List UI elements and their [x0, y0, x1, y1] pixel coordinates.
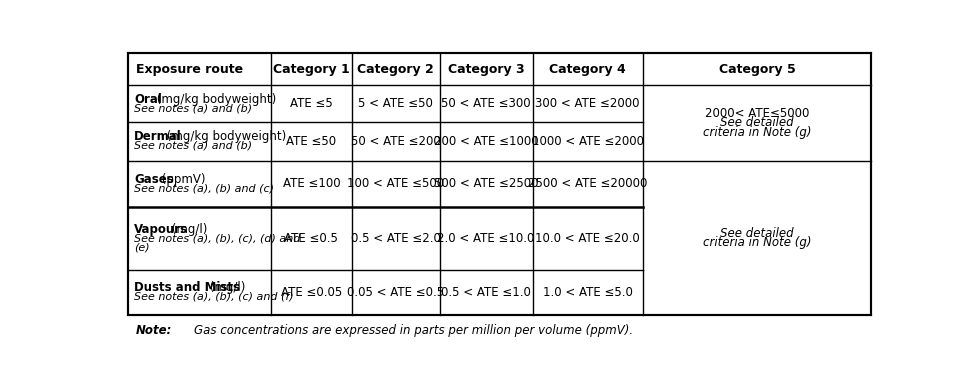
Text: Note:: Note:: [136, 324, 173, 336]
Text: 2000< ATE≤5000: 2000< ATE≤5000: [705, 107, 809, 120]
Text: Category 5: Category 5: [719, 63, 796, 75]
Text: See detailed: See detailed: [721, 116, 794, 130]
Text: Category 3: Category 3: [448, 63, 525, 75]
Text: criteria in Note (g): criteria in Note (g): [703, 126, 811, 138]
Text: Category 4: Category 4: [549, 63, 626, 75]
Text: (ppmV): (ppmV): [158, 173, 206, 186]
Text: ATE ≤5: ATE ≤5: [290, 97, 332, 110]
Text: 2.0 < ATE ≤10.0: 2.0 < ATE ≤10.0: [438, 232, 535, 245]
Text: 50 < ATE ≤200: 50 < ATE ≤200: [351, 135, 441, 148]
Text: 10.0 < ATE ≤20.0: 10.0 < ATE ≤20.0: [535, 232, 640, 245]
Text: ATE ≤50: ATE ≤50: [287, 135, 336, 148]
Text: Dusts and Mists: Dusts and Mists: [135, 281, 240, 294]
Text: 2500 < ATE ≤20000: 2500 < ATE ≤20000: [528, 177, 647, 190]
Text: 0.5 < ATE ≤2.0: 0.5 < ATE ≤2.0: [351, 232, 441, 245]
Text: 200 < ATE ≤1000: 200 < ATE ≤1000: [434, 135, 538, 148]
Text: (mg/kg bodyweight): (mg/kg bodyweight): [153, 93, 277, 106]
Text: See notes (a), (b), (c), (d) and: See notes (a), (b), (c), (d) and: [135, 233, 300, 244]
Text: 500 < ATE ≤2500: 500 < ATE ≤2500: [434, 177, 538, 190]
Text: Gas concentrations are expressed in parts per million per volume (ppmV).: Gas concentrations are expressed in part…: [194, 324, 633, 336]
Text: criteria in Note (g): criteria in Note (g): [703, 236, 811, 249]
Text: (mg/kg bodyweight): (mg/kg bodyweight): [163, 130, 287, 144]
Text: See notes (a) and (b): See notes (a) and (b): [135, 141, 253, 151]
Text: See notes (a) and (b): See notes (a) and (b): [135, 103, 253, 113]
Text: (e): (e): [135, 242, 150, 252]
Text: 0.05 < ATE ≤0.5: 0.05 < ATE ≤0.5: [347, 286, 445, 299]
Text: ATE ≤100: ATE ≤100: [283, 177, 340, 190]
Text: Exposure route: Exposure route: [136, 63, 243, 75]
Text: Dermal: Dermal: [135, 130, 182, 144]
Text: 300 < ATE ≤2000: 300 < ATE ≤2000: [535, 97, 640, 110]
Text: (mg/l): (mg/l): [168, 223, 208, 236]
Text: 0.5 < ATE ≤1.0: 0.5 < ATE ≤1.0: [441, 286, 531, 299]
Text: ATE ≤0.5: ATE ≤0.5: [285, 232, 338, 245]
Text: See detailed: See detailed: [721, 226, 794, 240]
Text: Category 1: Category 1: [273, 63, 350, 75]
Text: See notes (a), (b) and (c): See notes (a), (b) and (c): [135, 183, 274, 193]
Bar: [128, 53, 872, 315]
Text: 5 < ATE ≤50: 5 < ATE ≤50: [359, 97, 433, 110]
Text: 1.0 < ATE ≤5.0: 1.0 < ATE ≤5.0: [543, 286, 633, 299]
Text: (mg/l): (mg/l): [207, 281, 246, 294]
Text: 1000 < ATE ≤2000: 1000 < ATE ≤2000: [531, 135, 644, 148]
Text: ATE ≤0.05: ATE ≤0.05: [281, 286, 342, 299]
Text: Vapours: Vapours: [135, 223, 188, 236]
Text: Oral: Oral: [135, 93, 162, 106]
Text: See notes (a), (b), (c) and (f): See notes (a), (b), (c) and (f): [135, 292, 293, 302]
Text: 50 < ATE ≤300: 50 < ATE ≤300: [442, 97, 531, 110]
Text: 100 < ATE ≤500: 100 < ATE ≤500: [347, 177, 445, 190]
Text: Gases: Gases: [135, 173, 174, 186]
Text: Category 2: Category 2: [358, 63, 434, 75]
